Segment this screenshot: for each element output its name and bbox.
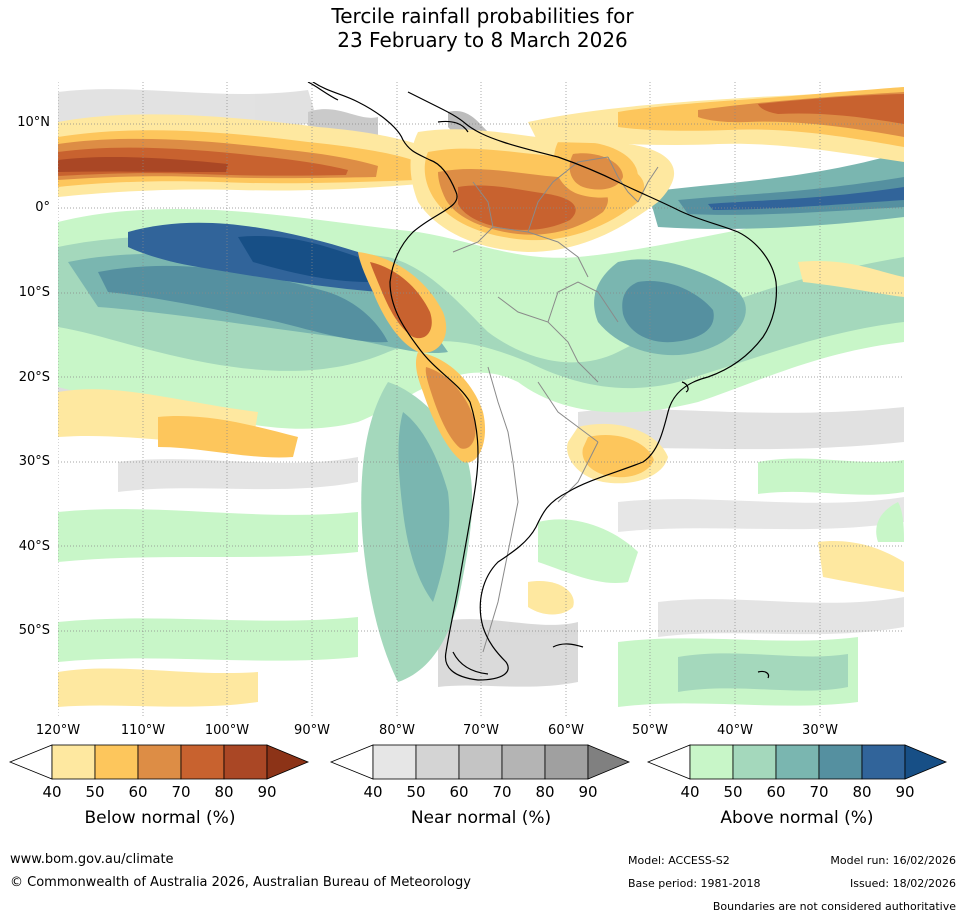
lon-label-30w: 30°W [802,723,838,738]
colorbar-above-70-80 [818,744,863,780]
above-normal-label: Above normal (%) [720,808,874,828]
colorbar-near-50-60 [415,744,460,780]
near-tick-90: 90 [578,783,598,801]
footer-model: Model: ACCESS-S2 [628,854,730,867]
colorbar-near-normal [329,744,631,780]
above-tick-60: 60 [766,783,786,801]
colorbar-above-lt40 [646,744,691,780]
below-tick-90: 90 [257,783,277,801]
lon-label-80w: 80°W [379,723,415,738]
lon-label-60w: 60°W [548,723,584,738]
above-tick-80: 80 [852,783,872,801]
above-normal-regions [58,152,904,707]
near-tick-80: 80 [535,783,555,801]
lat-label-0: 0° [35,200,50,215]
map-title: Tercile rainfall probabilities for 23 Fe… [0,4,965,52]
colorbar-above-50-60 [732,744,777,780]
lat-label-30s: 30°S [18,454,50,469]
colorbar-above-80-90 [861,744,906,780]
colorbar-near-40-50 [372,744,417,780]
colorbar-below-60-70 [137,744,182,780]
near-normal-label: Near normal (%) [410,808,552,828]
colorbar-below-70-80 [180,744,225,780]
near-tick-50: 50 [406,783,426,801]
below-normal-regions [58,87,904,707]
footer-model-run: Model run: 16/02/2026 [830,854,956,867]
colorbar-below-40-50 [51,744,96,780]
lon-label-100w: 100°W [204,723,250,738]
below-tick-40: 40 [42,783,62,801]
lon-label-40w: 40°W [717,723,753,738]
above-tick-70: 70 [809,783,829,801]
colorbar-below-50-60 [94,744,139,780]
lat-label-10n: 10°N [17,115,50,130]
footer-website: www.bom.gov.au/climate [10,852,174,867]
lon-label-110w: 110°W [120,723,166,738]
lat-label-10s: 10°S [18,285,50,300]
footer-base-period: Base period: 1981-2018 [628,877,761,890]
colorbar-below-80-90 [223,744,268,780]
colorbar-below-gt90 [266,744,310,780]
rainfall-probability-map [58,82,904,716]
colorbar-below-normal [8,744,310,780]
graticule [58,82,904,716]
colorbar-near-60-70 [458,744,503,780]
title-line-2: 23 February to 8 March 2026 [337,28,628,52]
colorbar-above-gt90 [904,744,948,780]
lon-label-90w: 90°W [294,723,330,738]
coastlines [307,82,778,681]
near-tick-70: 70 [492,783,512,801]
lon-label-120w: 120°W [35,723,81,738]
colorbar-near-gt90 [587,744,631,780]
lat-label-20s: 20°S [18,370,50,385]
lon-label-70w: 70°W [463,723,499,738]
country-borders [452,156,659,653]
colorbar-above-40-50 [689,744,734,780]
footer-copyright: © Commonwealth of Australia 2026, Austra… [10,875,471,890]
below-normal-label: Below normal (%) [84,808,236,828]
below-tick-60: 60 [128,783,148,801]
above-tick-90: 90 [895,783,915,801]
near-tick-40: 40 [363,783,383,801]
colorbar-above-60-70 [775,744,820,780]
below-tick-80: 80 [214,783,234,801]
title-line-1: Tercile rainfall probabilities for [331,4,634,28]
colorbar-near-80-90 [544,744,589,780]
colorbar-below-lt40 [8,744,53,780]
lat-label-50s: 50°S [18,623,50,638]
below-tick-50: 50 [85,783,105,801]
colorbar-near-70-80 [501,744,546,780]
lat-label-40s: 40°S [18,539,50,554]
below-tick-70: 70 [171,783,191,801]
near-tick-60: 60 [449,783,469,801]
lon-label-50w: 50°W [632,723,668,738]
footer-issued: Issued: 18/02/2026 [849,877,956,890]
above-tick-50: 50 [723,783,743,801]
colorbar-near-lt40 [329,744,374,780]
map-canvas [58,82,904,716]
above-tick-40: 40 [680,783,700,801]
colorbar-above-normal [646,744,948,780]
footer-boundaries-note: Boundaries are not considered authoritat… [712,900,956,913]
